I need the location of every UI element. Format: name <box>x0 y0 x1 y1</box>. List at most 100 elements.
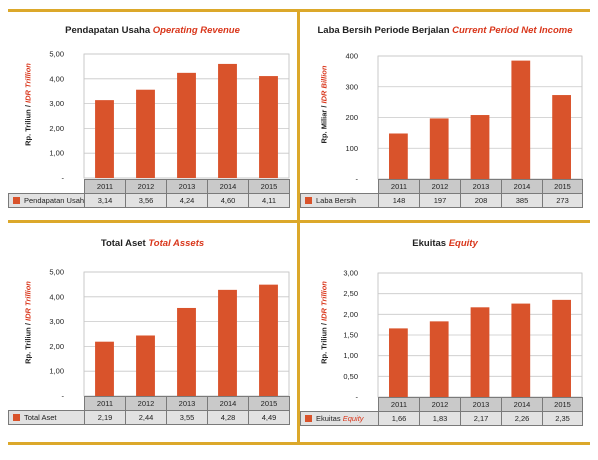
y-tick-label: 2,00 <box>49 124 64 133</box>
bar-2012 <box>136 89 155 178</box>
y-tick-label: 1,00 <box>49 149 64 158</box>
bar-2015 <box>552 299 571 397</box>
legend-swatch <box>13 197 20 204</box>
y-axis-label: Rp. Triliun / IDR Trillion <box>319 281 329 364</box>
year-header: 2011 <box>84 179 126 194</box>
data-value: 2,17 <box>460 411 502 426</box>
year-header: 2015 <box>542 179 583 194</box>
bar-plot: - 1,00 2,00 3,00 4,00 5,00 <box>49 268 290 401</box>
year-header: 2014 <box>207 396 249 411</box>
year-header: 2014 <box>501 179 543 194</box>
data-value: 3,56 <box>125 193 167 208</box>
y-tick-label: 300 <box>345 82 358 91</box>
year-header: 2011 <box>378 179 420 194</box>
y-tick-label: 1,50 <box>343 331 358 340</box>
year-header: 2015 <box>542 397 583 412</box>
data-table: 2011 2012 2013 2014 2015 Pendapatan Usaha 3,14… <box>8 179 290 208</box>
bar-plot: - 100 200 300 400 <box>345 52 583 184</box>
bar-2015 <box>552 95 571 179</box>
bar-2013 <box>470 307 490 397</box>
y-tick-label: 3,00 <box>49 99 64 108</box>
data-value: 2,26 <box>501 411 543 426</box>
bar-2015 <box>259 76 278 178</box>
year-header: 2014 <box>501 397 543 412</box>
y-tick-label: 2,50 <box>343 289 358 298</box>
bar-2013 <box>177 307 196 396</box>
data-value: 1,83 <box>419 411 461 426</box>
chart-title: Pendapatan Usaha Operating Revenue <box>65 25 240 36</box>
table-corner <box>9 180 85 194</box>
chart-panel-net-income: Laba Bersih Periode Berjalan Current Per… <box>300 12 590 220</box>
bar-2012 <box>136 335 155 396</box>
bar-2012 <box>429 118 449 179</box>
y-tick-label: 100 <box>345 144 358 153</box>
year-header: 2015 <box>248 396 290 411</box>
bar-2011 <box>389 328 408 397</box>
y-tick-label: 1,00 <box>343 351 358 360</box>
data-value: 208 <box>460 193 502 208</box>
y-tick-label: 3,00 <box>343 269 358 278</box>
year-header: 2013 <box>166 396 208 411</box>
chart-title: Total Aset Total Assets <box>100 238 205 249</box>
bar-2011 <box>95 100 114 178</box>
bar-2014 <box>218 63 237 178</box>
y-tick-label: 2,00 <box>49 342 64 351</box>
year-header: 2013 <box>460 179 502 194</box>
y-tick-label: - <box>356 393 359 402</box>
data-value: 4,24 <box>166 193 208 208</box>
data-value: 1,66 <box>378 411 420 426</box>
legend-swatch <box>305 197 312 204</box>
year-header: 2012 <box>125 396 167 411</box>
data-table: 2011 2012 2013 2014 2015 Laba Bersih 148 197 208… <box>300 179 583 208</box>
data-value: 273 <box>542 193 583 208</box>
bar-2014 <box>511 60 531 179</box>
bar-plot: - 1,00 2,00 3,00 4,00 5,00 <box>49 50 290 183</box>
data-value: 4,11 <box>248 193 290 208</box>
year-header: 2013 <box>460 397 502 412</box>
year-header: 2011 <box>378 397 420 412</box>
year-header: 2012 <box>419 179 461 194</box>
year-header: 2014 <box>207 179 249 194</box>
data-table: 2011 2012 2013 2014 2015 Total Aset 2,19 2,44 3,… <box>8 396 290 425</box>
legend-entry: Total Aset <box>8 410 85 425</box>
year-header: 2012 <box>419 397 461 412</box>
chart-title: Ekuitas Equity <box>412 238 478 249</box>
data-value: 3,14 <box>84 193 126 208</box>
chart-panel-total-assets: Total Aset Total Assets Rp. Triliun / ID… <box>8 223 297 442</box>
y-tick-label: - <box>62 392 65 401</box>
y-tick-label: 1,00 <box>49 367 64 376</box>
bottom-border <box>8 442 590 445</box>
legend-entry: Ekuitas Equity <box>300 411 379 426</box>
data-value: 2,35 <box>542 411 583 426</box>
y-tick-label: 5,00 <box>49 50 64 59</box>
y-axis-label: Rp. Triliun / IDR Trillion <box>23 281 33 364</box>
bar-plot: - 0,50 1,00 1,50 2,00 2,50 3,00 <box>343 269 583 402</box>
bar-2014 <box>511 303 531 397</box>
legend-swatch <box>13 414 20 421</box>
bar-2015 <box>259 284 278 396</box>
data-value: 4,60 <box>207 193 249 208</box>
y-tick-label: 5,00 <box>49 268 64 277</box>
y-tick-label: 4,00 <box>49 74 64 83</box>
bar-2013 <box>177 72 196 178</box>
data-value: 2,44 <box>125 410 167 425</box>
top-border <box>8 9 590 12</box>
y-tick-label: 0,50 <box>343 372 358 381</box>
data-value: 2,19 <box>84 410 126 425</box>
data-value: 148 <box>378 193 420 208</box>
vertical-divider <box>297 12 300 442</box>
y-axis-label: Rp. Miliar / IDR Billion <box>319 65 329 144</box>
data-value: 3,55 <box>166 410 208 425</box>
year-header: 2011 <box>84 396 126 411</box>
year-header: 2012 <box>125 179 167 194</box>
bar-2011 <box>389 133 408 179</box>
data-value: 197 <box>419 193 461 208</box>
data-value: 4,49 <box>248 410 290 425</box>
y-tick-label: - <box>62 174 65 183</box>
data-value: 385 <box>501 193 543 208</box>
data-table: 2011 2012 2013 2014 2015 Ekuitas Equity 1,66 1,… <box>300 397 583 426</box>
chart-panel-equity: Ekuitas Equity Rp. Triliun / IDR Trillio… <box>300 223 590 442</box>
y-tick-label: 400 <box>345 52 358 61</box>
bar-2012 <box>429 321 449 397</box>
bar-2014 <box>218 289 237 396</box>
